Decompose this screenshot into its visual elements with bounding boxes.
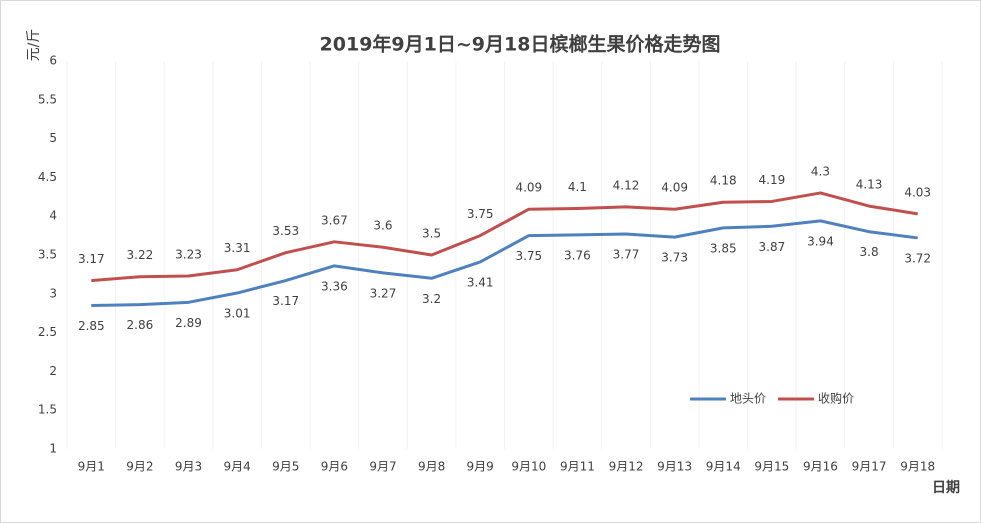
data-label: 3.2: [422, 292, 441, 306]
x-tick-label: 9月18: [900, 460, 935, 474]
x-tick-label: 9月17: [852, 460, 887, 474]
data-label: 2.85: [78, 319, 105, 333]
data-label: 4.09: [661, 181, 688, 195]
data-label: 3.36: [321, 279, 348, 293]
data-label: 4.03: [904, 185, 931, 199]
y-tick-label: 4.5: [38, 170, 57, 184]
x-tick-label: 9月1: [78, 460, 105, 474]
x-axis-label: 日期: [932, 480, 960, 496]
legend-label: 收购价: [818, 391, 854, 406]
data-label: 3.17: [272, 294, 299, 308]
y-tick-label: 1: [49, 442, 57, 456]
y-tick-label: 5: [49, 131, 57, 145]
x-tick-label: 9月16: [803, 460, 838, 474]
data-label: 3.31: [224, 241, 251, 255]
x-tick-label: 9月12: [609, 460, 644, 474]
chart-title: 2019年9月1日~9月18日槟榔生果价格走势图: [320, 33, 721, 56]
x-tick-label: 9月11: [560, 460, 595, 474]
data-label: 3.27: [370, 286, 397, 300]
data-label: 4.09: [515, 181, 542, 195]
data-label: 4.19: [759, 173, 786, 187]
x-tick-label: 9月8: [418, 460, 445, 474]
data-label: 3.67: [321, 213, 348, 227]
data-label: 4.18: [710, 174, 737, 188]
data-label: 2.89: [175, 316, 202, 330]
y-tick-label: 4: [49, 209, 57, 223]
x-tick-label: 9月14: [706, 460, 741, 474]
data-label: 3.22: [127, 248, 154, 262]
data-label: 3.5: [422, 227, 441, 241]
y-tick-label: 2.5: [38, 325, 57, 339]
data-label: 3.75: [467, 207, 494, 221]
data-label: 2.86: [127, 318, 154, 332]
series-line: [91, 191, 918, 283]
data-label: 3.01: [224, 307, 251, 321]
data-label: 3.41: [467, 275, 494, 289]
data-label: 3.75: [515, 249, 542, 263]
data-label: 3.77: [613, 248, 640, 262]
data-label: 3.72: [904, 251, 931, 265]
x-tick-label: 9月4: [223, 460, 250, 474]
data-label: 3.94: [807, 234, 834, 248]
x-tick-label: 9月10: [511, 460, 546, 474]
x-tick-label: 9月15: [754, 460, 789, 474]
x-tick-label: 9月13: [657, 460, 692, 474]
data-label: 4.3: [811, 164, 830, 178]
y-tick-label: 6: [49, 54, 57, 68]
x-tick-label: 9月6: [321, 460, 348, 474]
data-label: 3.8: [860, 245, 879, 259]
data-label: 3.17: [78, 252, 105, 266]
x-tick-label: 9月5: [272, 460, 299, 474]
y-axis-label: 元/斤: [26, 29, 42, 62]
data-label: 4.1: [568, 180, 587, 194]
data-label: 3.87: [759, 240, 786, 254]
x-tick-label: 9月3: [175, 460, 202, 474]
data-label: 3.73: [661, 251, 688, 265]
x-tick-label: 9月7: [369, 460, 396, 474]
y-tick-label: 2: [49, 364, 57, 378]
x-tick-label: 9月9: [467, 460, 494, 474]
y-tick-label: 3.5: [38, 248, 57, 262]
x-tick-label: 9月2: [126, 460, 153, 474]
data-label: 3.85: [710, 241, 737, 255]
y-tick-label: 1.5: [38, 403, 57, 417]
data-label: 3.76: [564, 248, 591, 262]
series-line: [91, 219, 918, 307]
data-label: 3.6: [373, 219, 392, 233]
y-tick-label: 5.5: [38, 92, 57, 106]
legend-label: 地头价: [730, 392, 766, 406]
data-label: 3.53: [272, 224, 299, 238]
data-label: 4.12: [613, 178, 640, 192]
y-tick-label: 3: [49, 286, 57, 300]
data-label: 4.13: [856, 178, 883, 192]
data-label: 3.23: [175, 247, 202, 261]
